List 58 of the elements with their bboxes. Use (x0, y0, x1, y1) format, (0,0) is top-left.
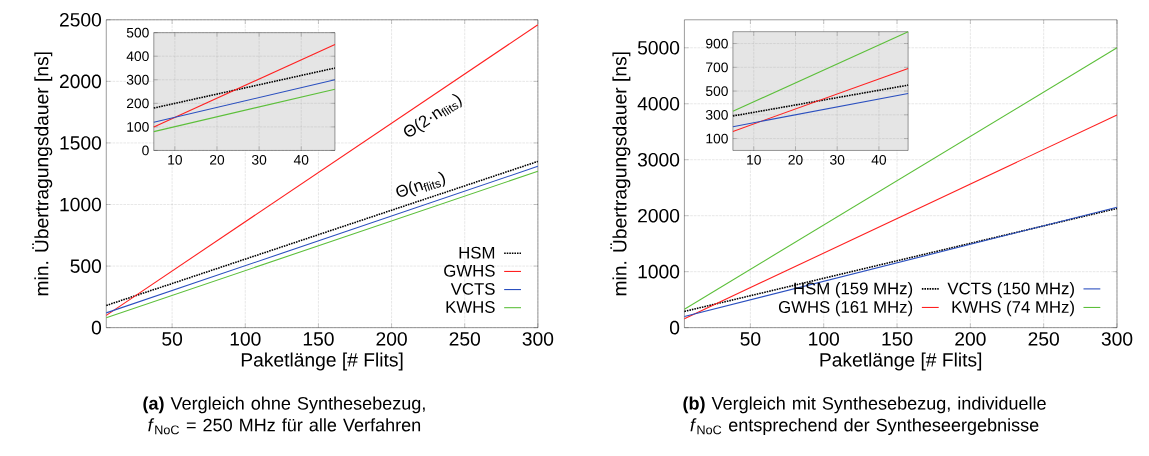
y-tick-label: 500 (70, 259, 102, 273)
y-tick-label: 700 (706, 62, 728, 73)
x-tick-label: 300 (522, 331, 554, 346)
legend-label: HSM (459, 246, 495, 259)
x-tick-label: 10 (168, 154, 182, 165)
x-tick-label: 300 (1101, 331, 1133, 346)
y-tick-label: 500 (705, 85, 728, 96)
x-tick-label: 200 (955, 331, 986, 346)
y-tick-label: 1000 (638, 264, 680, 279)
x-tick-label: 150 (882, 331, 913, 346)
y-tick-label: 400 (126, 51, 149, 61)
y-tick-label: 5000 (637, 40, 680, 55)
y-tick-label: 1500 (60, 135, 102, 150)
x-tick-label: 40 (293, 154, 309, 165)
text: (a) Vergleich ohne Synthesebezug, f$_{NoC}$ = 250 MHz für alle Verfahren (143, 396, 425, 435)
y-tick-label: 300 (705, 109, 728, 120)
y-axis-title: min. Übertragungsdauer [ns] (32, 52, 53, 296)
legend-label: HSM (159 MHz) (794, 281, 913, 298)
x-axis-title: Paketlänge [# Flits] (820, 352, 982, 371)
legend-label: GWHS (161 MHz) (778, 300, 913, 317)
text: (b) Vergleich mit Synthesebezug, individuelle f$_{NoC}$ entsprechend der Syntheseergebnisse (683, 396, 1046, 435)
x-tick-label: 10 (747, 154, 761, 165)
x-tick-label: 250 (449, 331, 481, 346)
annotation: Θ(n$_{flits}$) (396, 171, 446, 197)
x-tick-label: 30 (830, 154, 845, 165)
legend-label: KWHS (74 MHz) (952, 300, 1074, 317)
y-tick-label: 2000 (59, 74, 102, 88)
x-tick-label: 150 (303, 331, 334, 346)
y-tick-label: 100 (127, 121, 149, 132)
y-tick-label: 300 (126, 74, 149, 85)
legend-label: KWHS (446, 300, 495, 313)
x-tick-label: 20 (210, 154, 225, 165)
y-tick-label: 4000 (637, 96, 680, 111)
x-tick-label: 30 (251, 154, 267, 165)
y-tick-label: 0 (142, 145, 149, 156)
legend-label: VCTS (450, 282, 495, 295)
y-tick-label: 100 (706, 133, 728, 144)
y-tick-label: 200 (126, 98, 149, 109)
legend-label: GWHS (444, 264, 495, 277)
x-tick-label: 100 (230, 331, 261, 346)
x-tick-label: 250 (1028, 331, 1059, 346)
y-tick-label: 2500 (59, 12, 102, 27)
x-tick-label: 20 (788, 154, 803, 165)
x-tick-label: 100 (809, 331, 839, 346)
x-axis-title: Paketlänge [# Flits] (241, 352, 403, 371)
y-tick-label: 3000 (637, 152, 680, 167)
y-tick-label: 500 (126, 27, 149, 38)
y-tick-label: 0 (669, 320, 680, 335)
y-axis-title: min. Übertragungsdauer [ns] (610, 52, 631, 296)
x-tick-label: 50 (740, 331, 761, 346)
x-tick-label: 50 (162, 331, 183, 346)
y-tick-label: 2000 (638, 208, 680, 223)
y-tick-label: 1000 (60, 197, 102, 212)
x-tick-label: 40 (871, 154, 887, 165)
y-tick-label: 900 (706, 38, 728, 49)
legend-label: VCTS (150 MHz) (947, 281, 1074, 298)
y-tick-label: 0 (91, 320, 102, 335)
x-tick-label: 200 (376, 331, 407, 346)
